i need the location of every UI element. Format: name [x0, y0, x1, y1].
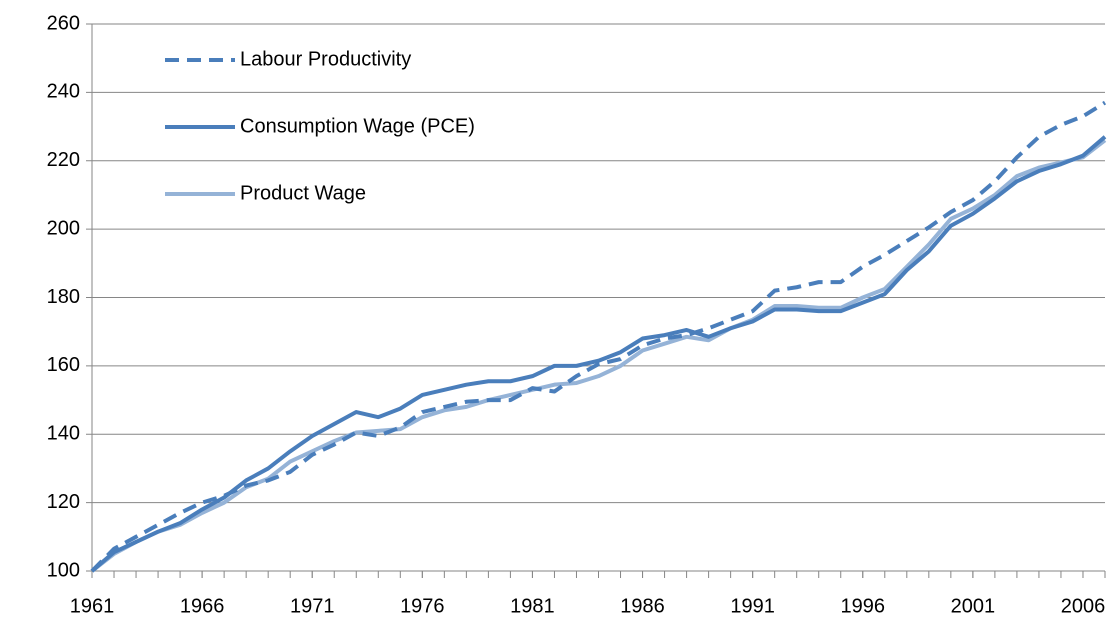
y-tick-label: 200	[47, 217, 80, 239]
x-tick-label: 1981	[510, 595, 555, 617]
x-tick-label: 1986	[620, 595, 665, 617]
y-tick-label: 240	[47, 81, 80, 103]
series-line	[90, 138, 1107, 573]
x-tick-label: 1996	[841, 595, 886, 617]
y-tick-label: 160	[47, 354, 80, 376]
legend-label: Product Wage	[240, 182, 366, 204]
x-tick-label: 2006	[1061, 595, 1106, 617]
x-tick-label: 2001	[951, 595, 996, 617]
x-tick-label: 1991	[730, 595, 775, 617]
x-tick-label: 1961	[70, 595, 115, 617]
y-tick-label: 180	[47, 286, 80, 308]
series-line	[90, 135, 1107, 573]
x-tick-label: 1976	[400, 595, 445, 617]
x-tick-label: 1971	[290, 595, 335, 617]
y-tick-label: 120	[47, 491, 80, 513]
y-tick-label: 260	[47, 12, 80, 34]
x-tick-label: 1966	[180, 595, 225, 617]
y-tick-label: 100	[47, 559, 80, 581]
y-tick-label: 140	[47, 423, 80, 445]
series-line	[90, 100, 1107, 573]
legend-label: Labour Productivity	[240, 48, 411, 70]
y-tick-label: 220	[47, 149, 80, 171]
legend-label: Consumption Wage (PCE)	[240, 115, 475, 137]
